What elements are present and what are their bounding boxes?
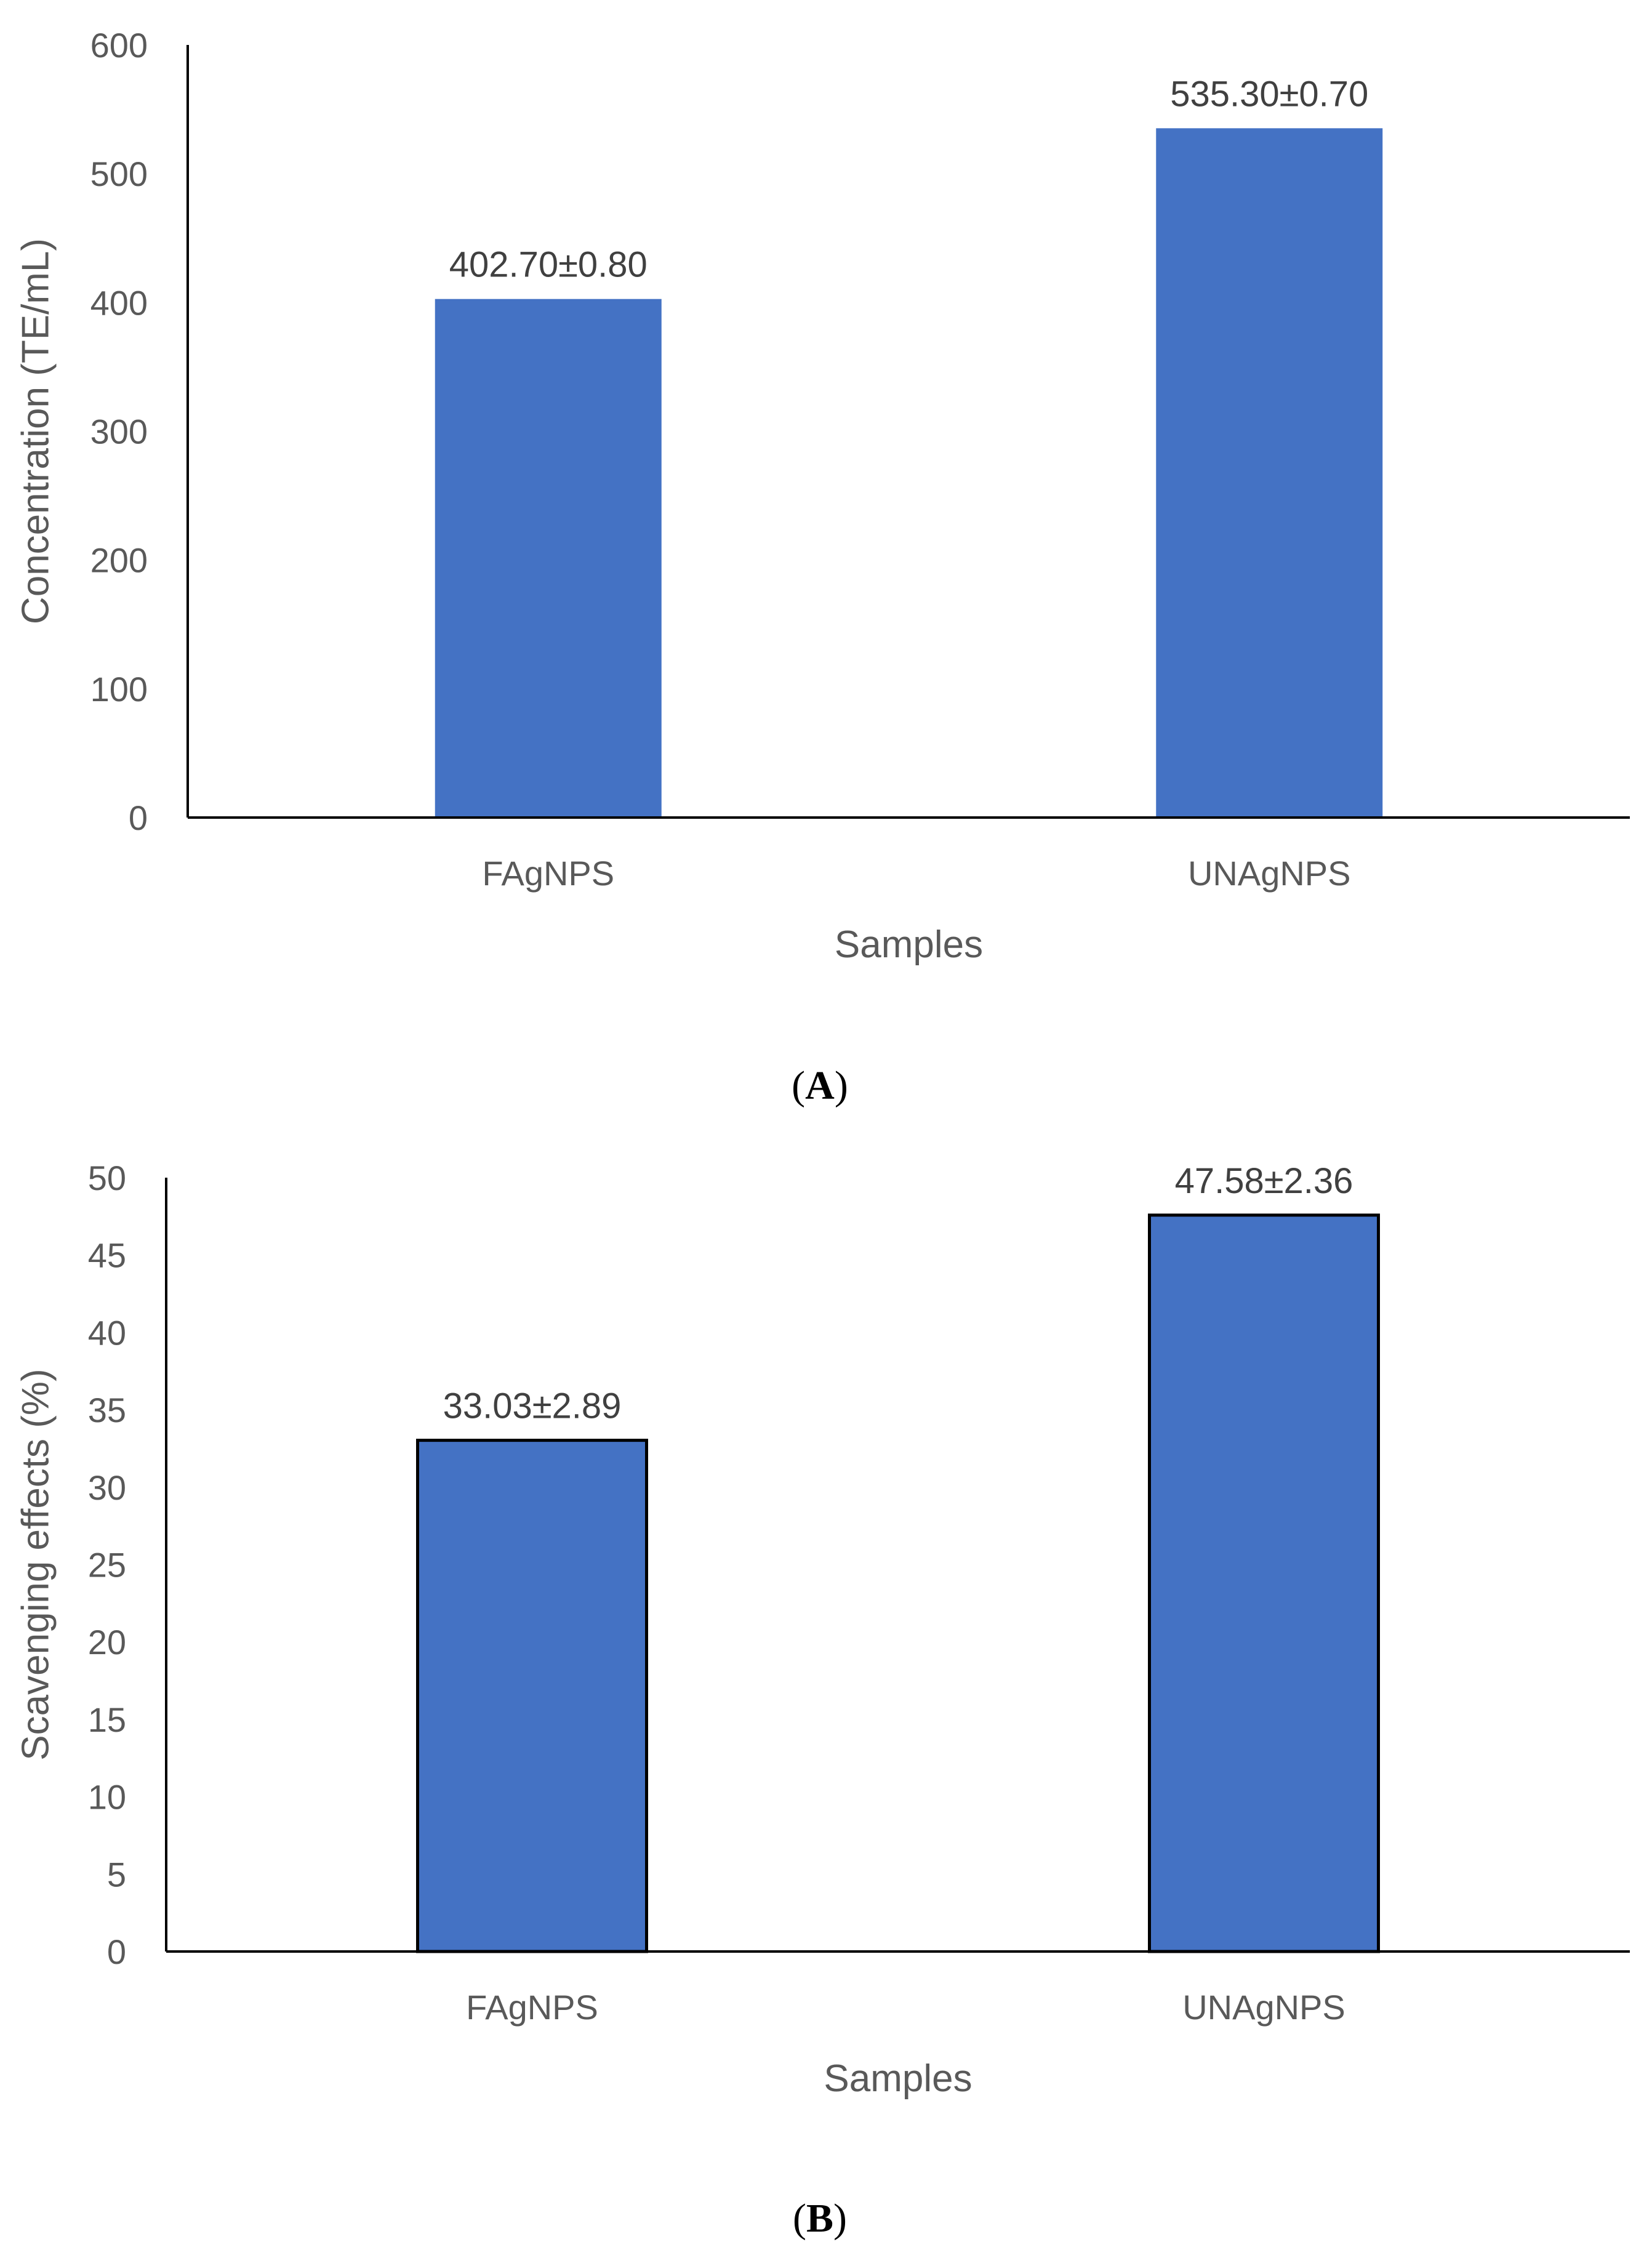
x-tick-label: UNAgNPS <box>1188 854 1351 893</box>
y-tick-label: 10 <box>88 1778 126 1817</box>
bar-unagnps <box>1148 1213 1380 1953</box>
bar-unagnps <box>1156 128 1383 818</box>
bar-fagnps <box>416 1439 648 1953</box>
y-tick-label: 20 <box>88 1623 126 1662</box>
x-axis-title: Samples <box>835 923 983 966</box>
y-tick-label: 200 <box>90 541 148 580</box>
y-axis-title: Scavenging effects (%) <box>14 1369 57 1760</box>
y-tick-label: 0 <box>129 798 148 837</box>
y-tick-label: 400 <box>90 283 148 322</box>
x-tick-label: FAgNPS <box>466 1988 598 2027</box>
data-label: 402.70±0.80 <box>449 245 648 285</box>
x-tick-label: FAgNPS <box>482 854 614 893</box>
y-tick-label: 0 <box>107 1932 126 1971</box>
y-tick-label: 5 <box>107 1855 126 1894</box>
y-axis-title: Concentration (TE/mL) <box>14 238 57 624</box>
data-label: 47.58±2.36 <box>1175 1161 1353 1201</box>
y-tick-label: 45 <box>88 1236 126 1275</box>
y-tick-label: 30 <box>88 1468 126 1507</box>
y-tick-label: 35 <box>88 1391 126 1429</box>
chart-a: 0 100 200 300 400 500 600 402.70±0.80 FAgNPS 535.… <box>14 26 1630 966</box>
data-label: 535.30±0.70 <box>1170 74 1368 114</box>
data-label: 33.03±2.89 <box>443 1386 622 1426</box>
y-tick-label: 300 <box>90 412 148 451</box>
panel-label-a: (A) <box>792 1063 848 1108</box>
y-tick-label: 40 <box>88 1313 126 1352</box>
chart-b: 0 5 10 15 20 25 30 35 40 45 50 33.03±2.89 FAgNPS 47.5… <box>14 1159 1630 2100</box>
y-tick-label: 500 <box>90 155 148 193</box>
y-tick-label: 50 <box>88 1159 126 1197</box>
y-tick-label: 15 <box>88 1700 126 1739</box>
panel-label-b: (B) <box>793 2196 847 2241</box>
y-tick-label: 100 <box>90 670 148 709</box>
x-tick-label: UNAgNPS <box>1182 1988 1345 2027</box>
x-axis-title: Samples <box>824 2057 972 2100</box>
bar-fagnps <box>435 299 662 818</box>
y-tick-label: 25 <box>88 1546 126 1585</box>
y-tick-label: 600 <box>90 26 148 65</box>
